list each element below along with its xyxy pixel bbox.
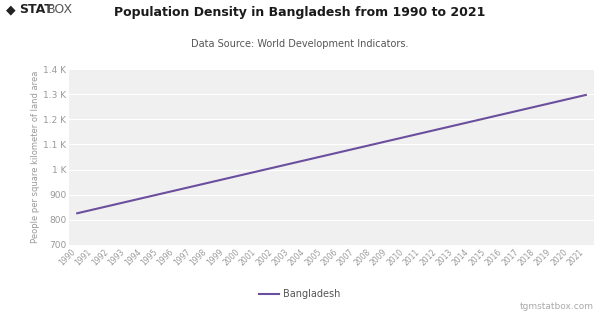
Text: Data Source: World Development Indicators.: Data Source: World Development Indicator…: [191, 39, 409, 49]
Legend: Bangladesh: Bangladesh: [255, 285, 345, 303]
Y-axis label: People per square kilometer of land area: People per square kilometer of land area: [31, 71, 40, 243]
Text: ◆: ◆: [6, 3, 16, 16]
Text: BOX: BOX: [47, 3, 73, 16]
Text: tgmstatbox.com: tgmstatbox.com: [520, 302, 594, 311]
Text: STAT: STAT: [19, 3, 53, 16]
Text: Population Density in Bangladesh from 1990 to 2021: Population Density in Bangladesh from 19…: [115, 6, 485, 19]
